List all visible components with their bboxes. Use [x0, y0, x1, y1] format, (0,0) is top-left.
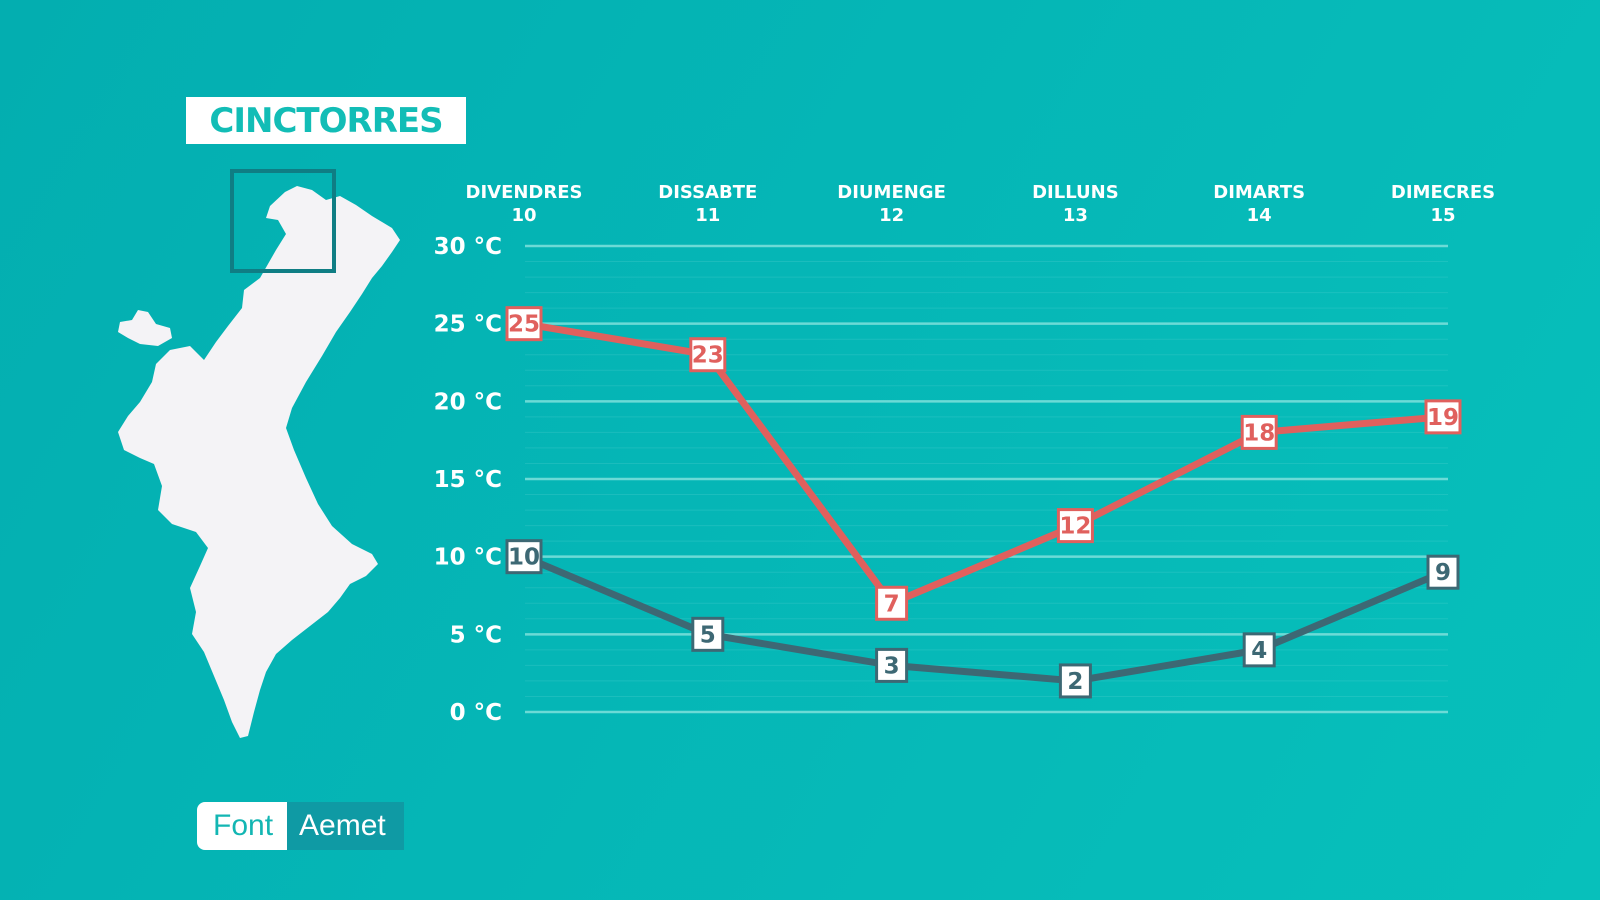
- max-marker-box: [1424, 399, 1462, 435]
- day-date: 14: [1247, 205, 1272, 226]
- max-data-point: 23: [689, 337, 727, 373]
- max-series-line: [520, 320, 1447, 607]
- min-marker-box: [691, 616, 725, 652]
- min-data-point: 5: [691, 616, 725, 652]
- max-data-point: 12: [1056, 508, 1094, 544]
- min-value-label: 2: [1067, 669, 1083, 695]
- y-tick-label: 25 °C: [434, 312, 502, 338]
- min-marker-box: [875, 647, 909, 683]
- source-credit: Font Aemet: [197, 802, 404, 850]
- max-marker-box: [875, 585, 909, 621]
- max-marker-box: [1240, 414, 1278, 450]
- min-data-point: 3: [875, 647, 909, 683]
- max-value-label: 7: [884, 591, 900, 617]
- y-tick-label: 20 °C: [434, 389, 502, 415]
- min-value-label: 3: [884, 653, 900, 679]
- max-marker-box: [1056, 508, 1094, 544]
- min-data-point: 4: [1242, 632, 1276, 668]
- min-value-label: 4: [1251, 638, 1267, 664]
- y-tick-label: 0 °C: [450, 700, 502, 726]
- data-labels: 25 23 7 12 18 19 10 5 3 2 4 9: [505, 306, 1462, 699]
- max-value-label: 23: [692, 343, 724, 369]
- map-enclave-shape: [118, 310, 172, 346]
- max-value-label: 12: [1059, 514, 1091, 540]
- source-label: Font: [197, 802, 288, 850]
- day-date: 15: [1430, 205, 1455, 226]
- max-data-point: 7: [875, 585, 909, 621]
- valencian-community-map-icon: [118, 169, 400, 738]
- min-value-label: 5: [700, 622, 716, 648]
- day-date: 11: [695, 205, 720, 226]
- source-value: Aemet: [287, 802, 404, 850]
- max-marker-box: [689, 337, 727, 373]
- day-name: DIUMENGE: [837, 182, 946, 203]
- min-data-point: 10: [505, 539, 543, 575]
- max-marker-box: [505, 306, 543, 342]
- y-tick-label: 15 °C: [434, 467, 502, 493]
- max-value-label: 18: [1243, 420, 1275, 446]
- min-value-label: 9: [1435, 560, 1451, 586]
- min-series-line: [520, 553, 1447, 685]
- min-value-label: 10: [508, 545, 540, 571]
- day-date: 12: [879, 205, 904, 226]
- day-name: DIMECRES: [1391, 182, 1495, 203]
- max-value-label: 25: [508, 312, 540, 338]
- min-marker-box: [1426, 554, 1460, 590]
- y-tick-label: 30 °C: [434, 234, 502, 260]
- max-data-point: 19: [1424, 399, 1462, 435]
- min-data-point: 2: [1058, 663, 1092, 699]
- locator-square-icon: [230, 169, 336, 273]
- min-data-point: 9: [1426, 554, 1460, 590]
- series-lines: [520, 320, 1447, 685]
- day-date: 10: [511, 205, 536, 226]
- max-value-label: 19: [1427, 405, 1459, 431]
- y-axis-labels: 30 °C 25 °C 20 °C 15 °C 10 °C 5 °C 0 °C: [434, 234, 502, 726]
- min-marker-box: [1242, 632, 1276, 668]
- y-tick-label: 10 °C: [434, 545, 502, 571]
- day-date: 13: [1063, 205, 1088, 226]
- grid-lines: [525, 244, 1448, 714]
- day-name: DILLUNS: [1032, 182, 1119, 203]
- max-data-point: 18: [1240, 414, 1278, 450]
- day-name: DISSABTE: [658, 182, 757, 203]
- y-tick-label: 5 °C: [450, 622, 502, 648]
- location-title: CINCTORRES: [209, 100, 443, 141]
- day-name: DIMARTS: [1213, 182, 1305, 203]
- day-name: DIVENDRES: [466, 182, 583, 203]
- min-marker-box: [1058, 663, 1092, 699]
- max-data-point: 25: [505, 306, 543, 342]
- location-badge: CINCTORRES: [186, 97, 466, 144]
- map-region-shape: [118, 186, 400, 738]
- min-marker-box: [505, 539, 543, 575]
